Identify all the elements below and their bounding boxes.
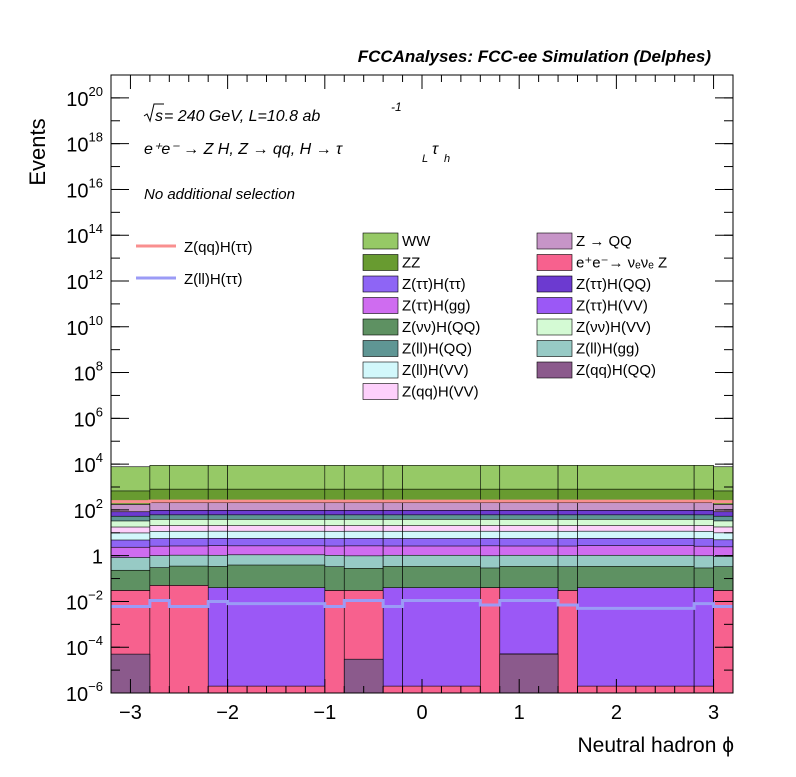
legend-swatch-1-6 <box>537 362 572 378</box>
bar-e-e-z-3 <box>208 686 227 693</box>
legend-label-0-5: Z(ll)H(QQ) <box>402 341 472 358</box>
bar-z-qq-h-qq-10 <box>500 654 558 693</box>
legend-swatch-0-7 <box>363 384 398 400</box>
bar-z-h-vv-12 <box>578 588 695 693</box>
legend-swatch-0-6 <box>363 362 398 378</box>
legend-label-0-0: WW <box>402 233 431 250</box>
x-tick-label-6: 3 <box>708 702 719 724</box>
legend-swatch-1-2 <box>537 276 572 292</box>
y-axis-label: Events <box>25 118 50 185</box>
lumi-exponent: -1 <box>391 100 402 114</box>
x-tick-label-1: −2 <box>216 702 239 724</box>
legend-label-1-6: Z(qq)H(QQ) <box>576 362 656 379</box>
sqrt-s-label: s <box>155 108 163 125</box>
legend-signal-label-0: Z(qq)H(ττ) <box>184 239 253 256</box>
legend-label-0-3: Z(ττ)H(gg) <box>402 298 471 315</box>
legend-swatch-1-4 <box>537 319 572 335</box>
legend-label-0-1: ZZ <box>402 255 420 272</box>
x-tick-label-4: 1 <box>514 702 525 724</box>
legend-label-1-0: Z → QQ <box>576 233 632 250</box>
legend-swatch-0-4 <box>363 319 398 335</box>
bar-e-e-z-9 <box>480 588 499 693</box>
selection-label: No additional selection <box>144 186 295 203</box>
legend-label-0-6: Z(ll)H(VV) <box>402 362 469 379</box>
bar-e-e-z-4 <box>228 686 325 693</box>
legend-label-1-5: Z(ll)H(gg) <box>576 341 639 358</box>
plot-area <box>111 465 733 693</box>
bar-z-h-vv-3 <box>208 588 227 693</box>
x-axis-label: Neutral hadron ϕ <box>577 734 734 757</box>
legend-label-0-4: Z(νν)H(QQ) <box>402 319 480 336</box>
legend-label-1-1: e⁺e⁻→ νₑνₑ Z <box>576 255 667 272</box>
x-tick-label-3: 0 <box>416 702 427 724</box>
process-subscript-1: L <box>422 153 428 165</box>
y-tick-label-3: 1 <box>92 547 103 569</box>
energy-lumi-label: = 240 GeV, L=10.8 ab <box>164 108 320 125</box>
legend-label-0-7: Z(qq)H(VV) <box>402 384 479 401</box>
legend-signal-label-1: Z(ll)H(ττ) <box>184 271 243 288</box>
legend-swatch-1-5 <box>537 341 572 357</box>
process-tau-2: τ <box>432 141 439 158</box>
legend-swatch-0-3 <box>363 298 398 314</box>
bar-e-e-z-2 <box>169 585 208 693</box>
bar-z-h-vv-8 <box>403 588 481 693</box>
figure-header: FCCAnalyses: FCC-ee Simulation (Delphes) <box>358 47 712 66</box>
legend-swatch-0-2 <box>363 276 398 292</box>
legend-swatch-0-0 <box>363 233 398 249</box>
legend-swatch-0-5 <box>363 341 398 357</box>
legend-swatch-1-3 <box>537 298 572 314</box>
x-tick-label-2: −1 <box>313 702 336 724</box>
legend-swatch-1-1 <box>537 255 572 271</box>
x-tick-label-0: −3 <box>119 702 142 724</box>
legend-label-1-4: Z(νν)H(VV) <box>576 319 651 336</box>
legend-swatch-0-1 <box>363 255 398 271</box>
legend-label-1-3: Z(ττ)H(VV) <box>576 298 648 315</box>
bar-e-e-z-13 <box>694 686 713 693</box>
process-subscript-2: h <box>444 153 450 165</box>
bar-e-e-z-7 <box>383 686 402 693</box>
x-tick-label-5: 2 <box>611 702 622 724</box>
legend-swatch-1-0 <box>537 233 572 249</box>
legend-label-0-2: Z(ττ)H(ττ) <box>402 276 466 293</box>
process-label: e⁺e⁻ → Z H, Z → qq, H → τ <box>144 141 343 158</box>
legend-label-1-2: Z(ττ)H(QQ) <box>576 276 651 293</box>
bar-z-h-vv-7 <box>383 588 402 693</box>
